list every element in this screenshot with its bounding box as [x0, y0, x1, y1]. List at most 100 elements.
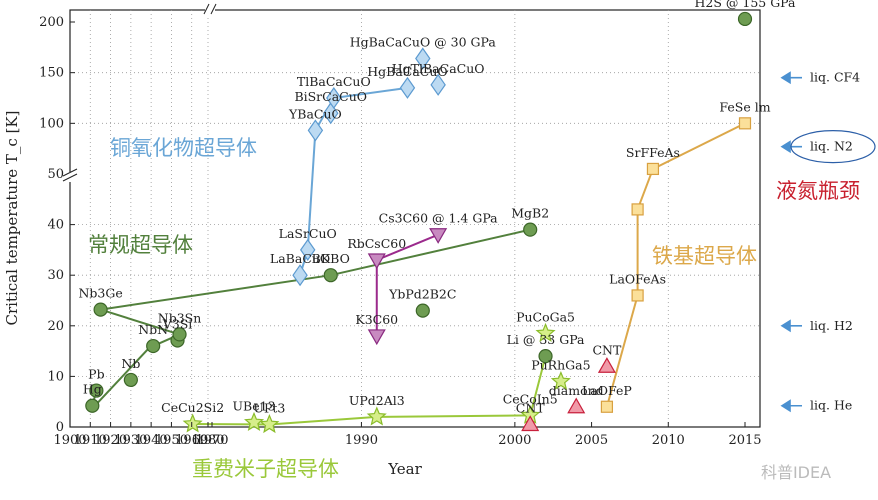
heavy-fermion-group-label: 重费米子超导体 — [192, 457, 339, 481]
cuprates-point-label: LaBaCuO — [270, 251, 330, 266]
x-tick-label: 1980 — [191, 433, 224, 448]
watermark: 科普IDEA — [761, 463, 831, 482]
x-tick-label: 1950 — [155, 433, 188, 448]
liquid-arrow — [780, 319, 802, 333]
y-break-mark — [62, 168, 78, 182]
x-tick-label: 2010 — [652, 433, 685, 448]
iron-based-group-label: 铁基超导体 — [652, 244, 757, 268]
x-tick-label: 2000 — [498, 433, 531, 448]
iron-based-point — [631, 289, 644, 302]
plot-frame — [69, 9, 761, 428]
conventional-point-label: BKBO — [312, 251, 350, 266]
cuprates-trend-line — [333, 86, 408, 99]
carbon-point-label: CNT — [592, 342, 622, 357]
conventional-point-label: H2S @ 155 GPa — [695, 0, 797, 10]
fullerenes-point-label: K3C60 — [355, 312, 398, 327]
x-tick-label: 1900 — [53, 433, 86, 448]
conventional-point — [85, 398, 100, 413]
carbon-point — [597, 357, 616, 373]
conventional-point — [523, 222, 538, 237]
gridlines — [70, 10, 760, 427]
heavy-fermion-point-label: UPd2Al3 — [349, 393, 405, 408]
liquid-markers: liq. He liq. H2 liq. N2 liq. CF4 — [780, 70, 876, 413]
y-tick-label: 30 — [47, 268, 64, 283]
y-tick-label: 0 — [56, 420, 64, 435]
x-break-mark — [203, 3, 217, 15]
x-tick-label: 1970 — [195, 433, 228, 448]
cuprates-point — [323, 102, 339, 125]
y-tick-label: 40 — [47, 218, 64, 233]
y-axis-title: Critical temperature T_c [K] — [3, 111, 21, 326]
cuprates-point-label: YBaCuO — [288, 106, 342, 121]
conventional-point-label: Hg — [83, 382, 102, 397]
cuprates-point — [299, 238, 316, 261]
heavy-fermion-point — [182, 413, 203, 433]
cuprates-point — [415, 47, 431, 70]
y-tick-label: 100 — [39, 116, 64, 131]
heavy-fermion-point-label: PuCoGa5 — [516, 309, 575, 324]
conventional-point — [415, 303, 430, 318]
fullerenes-point — [367, 329, 386, 346]
cuprates-point — [292, 264, 308, 287]
x-break-mask — [205, 5, 215, 15]
conventional-point-label: V3Si — [162, 316, 193, 331]
carbon-point — [521, 415, 540, 432]
heavy-fermion-point-label: CeCoIn5 — [503, 391, 558, 406]
iron-based-point — [646, 162, 660, 176]
heavy-fermion-point — [366, 406, 387, 426]
nitrogen-bottleneck-annotation: 液氮瓶颈 — [776, 179, 860, 203]
conventional-point-label: NbN — [138, 322, 168, 337]
fullerenes-point-label: RbCsC60 — [347, 236, 406, 251]
conventional-point-label: MgB2 — [511, 206, 549, 221]
heavy-fermion-point-label: UBe13 — [233, 398, 276, 413]
conventional-point-label: Nb — [121, 356, 140, 371]
iron-based-point — [738, 117, 752, 130]
liquid-label: liq. N2 — [810, 139, 853, 154]
cuprates-point — [430, 73, 446, 96]
x-tick-label: 1990 — [345, 433, 378, 448]
x-axis-title: Year — [387, 460, 422, 478]
data-marks — [85, 11, 753, 434]
y-tick-label: 50 — [47, 167, 64, 182]
cuprates-point — [326, 86, 342, 110]
iron-based-point-label: SrFFeAs — [626, 145, 680, 160]
heavy-fermion-point-label: UPt3 — [253, 400, 285, 415]
conventional-trend-line — [100, 228, 531, 336]
y-tick-label: 200 — [39, 15, 64, 30]
conventional-point — [172, 327, 187, 342]
iron-based-point-label: LaOFeP — [582, 383, 632, 398]
nitrogen-highlight-ellipse — [790, 130, 876, 164]
fullerenes-point — [429, 228, 448, 244]
conventional-point-label: YbPd2B2C — [388, 287, 456, 302]
conventional-point — [323, 268, 338, 283]
cuprates-point-label: LaSrCuO — [279, 226, 337, 241]
y-tick-label: 20 — [47, 319, 64, 334]
iron-based-point-label: LaOFeAs — [609, 271, 666, 286]
carbon-point — [567, 397, 586, 414]
conventional-point-label: Nb3Ge — [78, 286, 122, 301]
heavy-fermion-point — [535, 322, 556, 342]
heavy-fermion-point — [244, 411, 265, 431]
iron-based-point — [600, 400, 614, 413]
x-tick-label: 2005 — [575, 433, 608, 448]
heavy-fermion-point — [550, 370, 571, 390]
cuprates-point-label: BiSrCaCuO — [294, 89, 367, 104]
cuprates-point-label: HgTlBaCaCuO — [392, 61, 485, 76]
conventional-group-label: 常规超导体 — [88, 233, 193, 257]
cuprates-point-label: TlBaCaCuO — [297, 74, 371, 89]
liquid-label: liq. H2 — [810, 318, 853, 333]
cuprates-point — [399, 76, 416, 99]
liquid-arrow — [780, 140, 802, 154]
carbon-point-label: CNT — [516, 400, 546, 415]
heavy-fermion-point-label: PuRhGa5 — [531, 357, 590, 372]
x-tick-label: 1930 — [114, 433, 147, 448]
cuprates-point-label: HgBaCaCuO @ 30 GPa — [350, 34, 497, 49]
conventional-point-label: Pb — [88, 367, 104, 382]
fullerenes-point-label: Cs3C60 @ 1.4 GPa — [379, 211, 499, 226]
conventional-trend-line — [95, 342, 154, 405]
x-tick-label: 1910 — [74, 433, 107, 448]
cuprates-point — [307, 119, 324, 142]
x-tick-label: 2015 — [728, 433, 761, 448]
